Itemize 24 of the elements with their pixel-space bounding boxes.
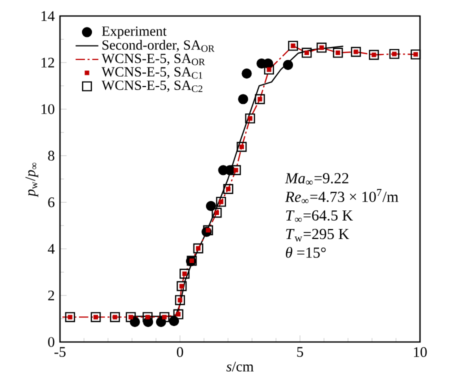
- y-tick-label: 8: [48, 150, 54, 161]
- legend-label: WCNS-E-5, SA$_{OR}$: [102, 54, 206, 66]
- annotation: T$_{w}$=295 K: [286, 228, 350, 242]
- legend-label: Experiment: [102, 26, 167, 39]
- x-tick-label: 5: [297, 347, 304, 357]
- y-tick-label: 0: [48, 337, 54, 347]
- x-tick-label: 0: [176, 347, 184, 357]
- y-tick-label: 10: [42, 104, 54, 114]
- y-tick-label: 2: [48, 290, 54, 300]
- y-tick-label: 4: [48, 244, 55, 254]
- annotation: θ =15°: [286, 246, 326, 258]
- legend-label: Second-order, SA$_{OR}$: [102, 40, 215, 52]
- legend-label: WCNS-E-5, SA$_{C1}$: [102, 67, 202, 79]
- annotation: Ma$_{∞}$=9.22: [284, 173, 348, 185]
- y-tick-label: 14: [42, 11, 55, 21]
- y-tick-label: 12: [42, 58, 54, 68]
- annotation: T$_{∞}$=64.5 K: [286, 210, 353, 222]
- legend-label: WCNS-E-5, SA$_{C2}$: [102, 80, 202, 92]
- y-tick-label: 6: [48, 197, 54, 208]
- x-axis-title: s/cm: [226, 362, 254, 372]
- x-tick-label: 10: [414, 347, 427, 357]
- y-axis-title: p$_{w}$/p$_{∞}$: [25, 162, 38, 198]
- annotation: Re$_{∞}$=4.73 × 10$^{7}$/m: [285, 189, 398, 204]
- x-tick-label: -5: [54, 347, 66, 357]
